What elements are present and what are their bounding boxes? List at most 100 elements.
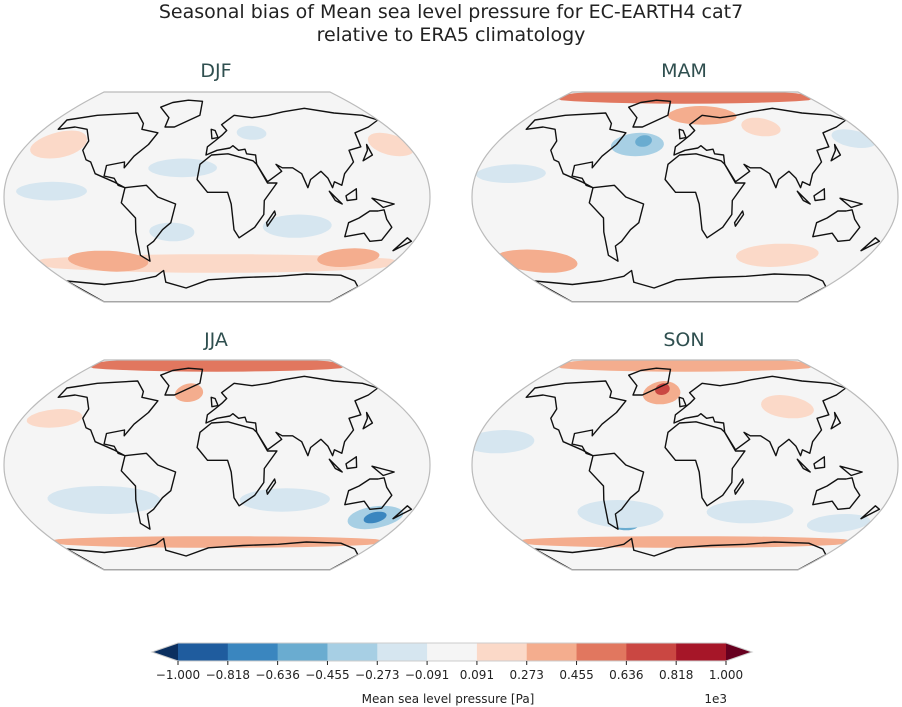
coastline-sumatra xyxy=(796,458,811,473)
coastline-greenland xyxy=(628,99,672,128)
map-border xyxy=(471,359,899,571)
anomaly-region xyxy=(706,500,794,524)
anomaly-region xyxy=(806,514,871,533)
coastline-greenland xyxy=(628,367,672,396)
coastline-borneo xyxy=(345,456,358,470)
anomaly-region xyxy=(262,214,332,238)
colorbar-tick-label: 1.000 xyxy=(709,668,743,682)
anomaly-region xyxy=(499,249,578,273)
coastline-britain xyxy=(678,128,687,140)
colorbar-tick-label: −0.273 xyxy=(355,668,399,682)
coastline-sumatra xyxy=(796,190,811,205)
coastline-australia xyxy=(344,477,393,510)
anomaly-region xyxy=(68,250,149,272)
anomaly-region xyxy=(736,243,819,267)
anomaly-region xyxy=(655,383,670,395)
colorbar-multiplier: 1e3 xyxy=(704,692,727,706)
coastline-borneo xyxy=(813,456,826,470)
coastline-south-america xyxy=(120,184,177,262)
colorbar-bin xyxy=(327,643,378,661)
coastline-new-zealand xyxy=(392,505,413,520)
colorbar-bin xyxy=(676,643,727,661)
coastline-north-america xyxy=(57,380,159,457)
anomaly-region xyxy=(577,500,664,528)
coastline-japan xyxy=(362,143,374,162)
colorbar-bin xyxy=(227,643,279,661)
colorbar-bin xyxy=(476,643,528,661)
colorbar-bin xyxy=(377,643,428,661)
colorbar-bin xyxy=(626,643,677,661)
colorbar-tick-label: −0.091 xyxy=(405,668,449,682)
anomaly-region xyxy=(236,125,267,140)
colorbar-tick-label: 0.636 xyxy=(609,668,643,682)
anomaly-region xyxy=(26,409,83,428)
coastline-africa xyxy=(196,153,278,239)
coastline-britain xyxy=(210,128,219,140)
colorbar-extend-low xyxy=(152,643,178,661)
colorbar-extend-high xyxy=(726,643,752,661)
coastline-eurasia xyxy=(205,375,379,457)
coastline-japan xyxy=(830,143,842,162)
coastline-madagascar xyxy=(265,210,277,227)
coastline-north-america xyxy=(525,112,627,189)
coastline-sumatra xyxy=(328,458,343,473)
coastline-greenland xyxy=(160,99,204,128)
colorbar-bin xyxy=(427,643,478,661)
coastline-madagascar xyxy=(733,478,745,495)
colorbar-tick-label: −0.818 xyxy=(206,668,250,682)
anomaly-region xyxy=(47,486,161,514)
colorbar-tick-label: 0.818 xyxy=(659,668,693,682)
panel-title-djf: DJF xyxy=(200,60,232,82)
anomaly-region xyxy=(831,129,875,148)
colorbar-tick-label: −0.455 xyxy=(305,668,349,682)
coastline-australia xyxy=(812,477,861,510)
coastline-eurasia xyxy=(673,107,847,189)
panel-title-son: SON xyxy=(663,329,705,351)
map-border xyxy=(471,91,899,303)
coastline-borneo xyxy=(813,188,826,202)
map-son xyxy=(471,359,899,571)
anomaly-region xyxy=(761,395,814,419)
colorbar-bin xyxy=(526,643,578,661)
figure-title-line1: Seasonal bias of Mean sea level pressure… xyxy=(158,1,744,23)
coastline-africa xyxy=(664,153,746,239)
anomaly-region xyxy=(363,511,387,524)
coastline-japan xyxy=(830,411,842,430)
colorbar: −1.000 −0.818 −0.636 −0.455 −0.273 −0.091 0.09… xyxy=(150,642,754,706)
map-border xyxy=(3,359,431,571)
anomaly-region xyxy=(174,383,204,402)
colorbar-tick-label: 0.455 xyxy=(559,668,593,682)
coastline-eurasia xyxy=(205,107,379,189)
figure-title: Seasonal bias of Mean sea level pressure… xyxy=(0,1,902,47)
anomaly-region xyxy=(53,536,381,548)
coastline-japan xyxy=(362,411,374,430)
coastline-south-america xyxy=(120,452,177,530)
coastline-new-zealand xyxy=(392,237,413,252)
coastline-britain xyxy=(210,396,219,408)
coastline-south-america xyxy=(588,184,645,262)
colorbar-tick-label: 0.273 xyxy=(510,668,544,682)
anomaly-region xyxy=(90,360,344,372)
map-background xyxy=(4,92,430,302)
colorbar-bin xyxy=(178,643,229,661)
anomaly-region xyxy=(149,222,195,242)
figure-title-line2: relative to ERA5 climatology xyxy=(316,24,586,46)
coastline-new-guinea xyxy=(371,197,395,209)
anomaly-region xyxy=(635,135,652,147)
anomaly-region xyxy=(741,117,781,137)
coastline-new-guinea xyxy=(371,465,395,477)
coastline-madagascar xyxy=(265,478,277,495)
coastline-australia xyxy=(344,209,393,242)
colorbar-bin xyxy=(576,643,627,661)
coastline-new-guinea xyxy=(839,197,863,209)
colorbar-label: Mean sea level pressure [Pa] xyxy=(362,692,535,706)
coastline-south-america xyxy=(588,452,645,530)
anomaly-region xyxy=(16,181,88,201)
coastline-australia xyxy=(812,209,861,242)
coastline-madagascar xyxy=(733,210,745,227)
anomaly-region xyxy=(367,132,414,157)
anomaly-region xyxy=(473,430,535,454)
coastline-borneo xyxy=(345,188,358,202)
anomaly-region xyxy=(476,164,546,183)
anomaly-region xyxy=(148,158,217,178)
